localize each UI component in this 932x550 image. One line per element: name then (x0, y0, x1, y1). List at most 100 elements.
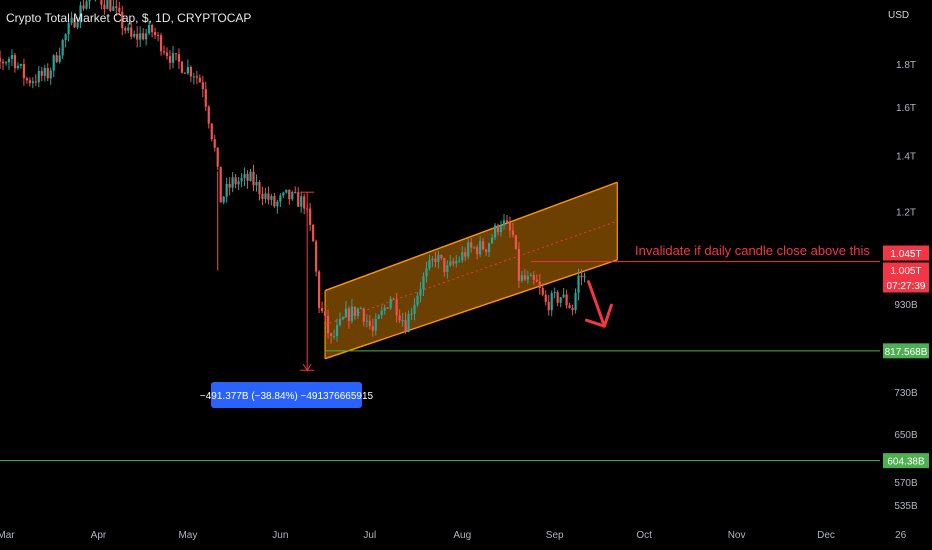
candle-body (100, 0, 103, 5)
x-tick-label: Apr (91, 530, 107, 541)
candle-body (106, 0, 109, 9)
candle-body (154, 32, 157, 35)
candle-body (574, 292, 577, 311)
currency-label[interactable]: USD (888, 10, 910, 21)
x-tick-label: Jun (272, 530, 288, 541)
y-tick-label: 535B (894, 501, 918, 512)
horizontal-lines[interactable] (0, 261, 880, 462)
candle-body (288, 189, 291, 200)
price-tag-box (883, 245, 929, 261)
candle-body (103, 4, 106, 9)
candle-body (508, 222, 512, 231)
candle-body (538, 281, 541, 288)
candle-body (25, 78, 28, 81)
candle-body (67, 23, 70, 35)
candle-body (151, 24, 154, 33)
candle-body (485, 249, 488, 252)
axes: 1.8T 1.6T 1.4T 1.2T 930B 730B 650B 570B 535B 1.04… (0, 60, 929, 541)
candle-body (496, 225, 500, 232)
candle-body (55, 55, 58, 62)
candle-body (476, 247, 479, 255)
candle-body (294, 191, 297, 193)
parallel-channel[interactable] (324, 181, 618, 360)
candle-body (37, 70, 40, 83)
candle-body (487, 243, 491, 252)
price-tag-label: 817.568B (885, 347, 928, 358)
candle-body (335, 324, 339, 336)
candle-body (237, 181, 240, 185)
candle-body (10, 55, 14, 59)
candle-body (562, 294, 565, 298)
candle-body (395, 299, 398, 316)
candle-body (228, 183, 231, 188)
candle-body (115, 6, 118, 9)
candle-body (243, 174, 246, 179)
candle-body (329, 333, 333, 337)
candle-body (82, 5, 85, 9)
candle-body (458, 260, 461, 262)
candle-body (261, 193, 264, 199)
candle-body (529, 275, 532, 277)
candle-body (419, 289, 422, 296)
candle-body (461, 252, 464, 261)
candle-body (246, 174, 249, 181)
candle-body (532, 275, 535, 280)
x-tick-label: 26 (895, 530, 907, 541)
candle-body (177, 54, 181, 62)
candle-body (148, 24, 151, 34)
candle-body (112, 6, 115, 11)
down-arrow-shaft (587, 280, 606, 328)
candle-body (142, 33, 145, 40)
candle-body (34, 81, 37, 83)
candle-body (222, 196, 225, 203)
price-tag-box (883, 262, 929, 278)
invalidation-note: Invalidate if daily candle close above t… (635, 243, 870, 258)
candle-body (502, 220, 506, 226)
candle-body (347, 308, 351, 322)
candle-body (446, 265, 449, 272)
candle-body (186, 66, 190, 74)
candle-body (440, 254, 443, 259)
candle-body (359, 308, 362, 310)
candle-body (7, 58, 11, 63)
candle-body (73, 17, 76, 28)
candle-body (171, 53, 175, 63)
candle-body (413, 304, 416, 314)
candle-body (162, 51, 166, 53)
candle-body (124, 28, 127, 31)
candle-body (22, 64, 25, 79)
candle-body (85, 1, 88, 9)
candle-body (550, 293, 553, 311)
candle-body (401, 320, 404, 322)
candle-body (88, 0, 91, 2)
price-tag-label: 07:27:39 (887, 281, 926, 292)
candle-body (332, 335, 336, 337)
price-tag-label: 604.38B (887, 457, 925, 468)
candle-body (535, 279, 538, 282)
candle-body (374, 318, 377, 331)
candle-body (198, 77, 201, 83)
candle-body (455, 260, 458, 264)
drawings[interactable]: −491.377B (−38.84%) −491376665915 Invalid… (200, 191, 870, 408)
candle-body (407, 313, 410, 333)
candle-body (13, 55, 17, 69)
candle-body (425, 268, 428, 277)
y-tick-label: 1.8T (896, 60, 916, 71)
candle-body (264, 193, 267, 199)
candle-body (133, 33, 136, 37)
candles (0, 0, 586, 344)
candle-body (416, 295, 419, 305)
candle-body (473, 247, 476, 249)
candle-body (565, 294, 568, 306)
candle-body (225, 183, 228, 197)
candle-body (204, 89, 207, 107)
candle-body (499, 225, 503, 232)
candle-body (145, 33, 148, 40)
candle-body (240, 178, 243, 182)
candle-body (118, 8, 121, 12)
candle-body (362, 308, 365, 322)
candle-body (470, 242, 473, 248)
candle-body (326, 315, 330, 334)
price-tag-box (883, 277, 929, 293)
